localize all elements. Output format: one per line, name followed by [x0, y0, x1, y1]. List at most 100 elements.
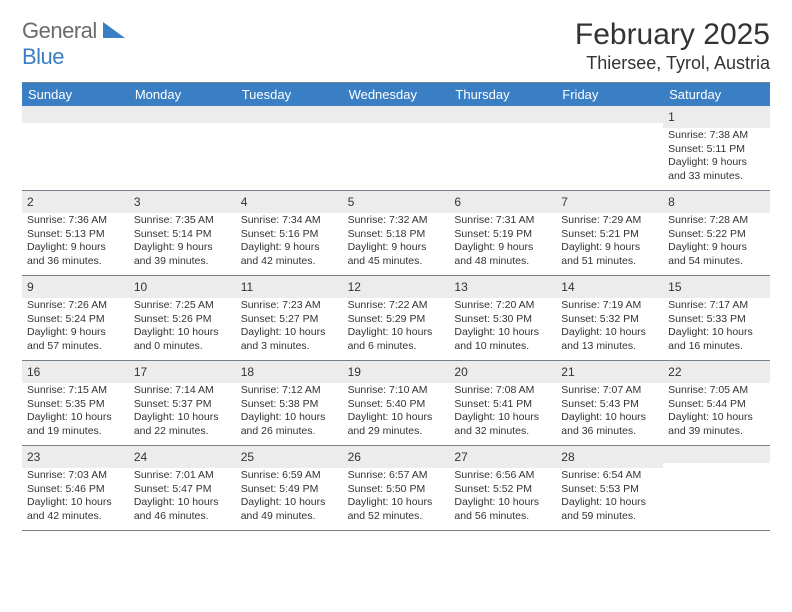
day-details: Sunrise: 7:34 AMSunset: 5:16 PMDaylight:…	[241, 214, 338, 269]
day-number-row: 15	[663, 276, 770, 298]
day-number: 18	[241, 365, 254, 379]
calendar-day: 5Sunrise: 7:32 AMSunset: 5:18 PMDaylight…	[343, 191, 450, 275]
calendar-day: 3Sunrise: 7:35 AMSunset: 5:14 PMDaylight…	[129, 191, 236, 275]
day-number-row: 23	[22, 446, 129, 468]
day-number-row: 10	[129, 276, 236, 298]
daylight-line: Daylight: 9 hours and 33 minutes.	[668, 156, 765, 183]
daylight-line: Daylight: 10 hours and 36 minutes.	[561, 411, 658, 438]
sunrise-line: Sunrise: 7:38 AM	[668, 129, 765, 143]
calendar-day	[449, 106, 556, 190]
day-number-row	[343, 106, 450, 123]
sunrise-line: Sunrise: 7:22 AM	[348, 299, 445, 313]
sunset-line: Sunset: 5:29 PM	[348, 313, 445, 327]
sunrise-line: Sunrise: 7:05 AM	[668, 384, 765, 398]
day-number-row	[449, 106, 556, 123]
day-details: Sunrise: 7:08 AMSunset: 5:41 PMDaylight:…	[454, 384, 551, 439]
daylight-line: Daylight: 9 hours and 54 minutes.	[668, 241, 765, 268]
daylight-line: Daylight: 9 hours and 45 minutes.	[348, 241, 445, 268]
sunrise-line: Sunrise: 7:32 AM	[348, 214, 445, 228]
day-number-row: 18	[236, 361, 343, 383]
day-header-sunday: Sunday	[22, 83, 129, 106]
day-number: 8	[668, 195, 675, 209]
calendar-week: 23Sunrise: 7:03 AMSunset: 5:46 PMDayligh…	[22, 446, 770, 531]
day-details: Sunrise: 7:29 AMSunset: 5:21 PMDaylight:…	[561, 214, 658, 269]
calendar-day: 19Sunrise: 7:10 AMSunset: 5:40 PMDayligh…	[343, 361, 450, 445]
day-number-row: 25	[236, 446, 343, 468]
daylight-line: Daylight: 10 hours and 46 minutes.	[134, 496, 231, 523]
day-details: Sunrise: 7:07 AMSunset: 5:43 PMDaylight:…	[561, 384, 658, 439]
day-number-row	[663, 446, 770, 463]
daylight-line: Daylight: 10 hours and 6 minutes.	[348, 326, 445, 353]
sunrise-line: Sunrise: 7:26 AM	[27, 299, 124, 313]
calendar-day: 12 Sunrise: 7:22 AMSunset: 5:29 PMDayligh…	[343, 276, 450, 360]
day-number: 22	[668, 365, 681, 379]
day-number: 10	[134, 280, 147, 294]
day-details: Sunrise: 7:31 AMSunset: 5:19 PMDaylight:…	[454, 214, 551, 269]
sunset-line: Sunset: 5:47 PM	[134, 483, 231, 497]
day-details: Sunrise: 7:14 AMSunset: 5:37 PMDaylight:…	[134, 384, 231, 439]
daylight-line: Daylight: 10 hours and 59 minutes.	[561, 496, 658, 523]
day-number-row: 11	[236, 276, 343, 298]
daylight-line: Daylight: 10 hours and 32 minutes.	[454, 411, 551, 438]
day-number-row	[556, 106, 663, 123]
daylight-line: Daylight: 9 hours and 42 minutes.	[241, 241, 338, 268]
day-details: Sunrise: 6:59 AMSunset: 5:49 PMDaylight:…	[241, 469, 338, 524]
day-number-row: 17	[129, 361, 236, 383]
sunset-line: Sunset: 5:33 PM	[668, 313, 765, 327]
sunset-line: Sunset: 5:19 PM	[454, 228, 551, 242]
sunrise-line: Sunrise: 7:08 AM	[454, 384, 551, 398]
daylight-line: Daylight: 10 hours and 3 minutes.	[241, 326, 338, 353]
day-details: Sunrise: 6:56 AMSunset: 5:52 PMDaylight:…	[454, 469, 551, 524]
page-header: General Blue February 2025 Thiersee, Tyr…	[22, 18, 770, 74]
day-number-row: 24	[129, 446, 236, 468]
sunset-line: Sunset: 5:32 PM	[561, 313, 658, 327]
day-details: Sunrise: 7:19 AMSunset: 5:32 PMDaylight:…	[561, 299, 658, 354]
day-number: 12	[348, 280, 361, 294]
calendar-day: 1 Sunrise: 7:38 AMSunset: 5:11 PMDaylight…	[663, 106, 770, 190]
calendar-day: 28Sunrise: 6:54 AMSunset: 5:53 PMDayligh…	[556, 446, 663, 530]
daylight-line: Daylight: 9 hours and 57 minutes.	[27, 326, 124, 353]
sunrise-line: Sunrise: 6:56 AM	[454, 469, 551, 483]
logo: General Blue	[22, 18, 125, 70]
calendar-day: 6Sunrise: 7:31 AMSunset: 5:19 PMDaylight…	[449, 191, 556, 275]
sunset-line: Sunset: 5:11 PM	[668, 143, 765, 157]
sunrise-line: Sunrise: 7:19 AM	[561, 299, 658, 313]
day-number-row: 21	[556, 361, 663, 383]
day-number-row: 20	[449, 361, 556, 383]
day-number-row: 13	[449, 276, 556, 298]
sunrise-line: Sunrise: 7:03 AM	[27, 469, 124, 483]
day-details: Sunrise: 6:57 AMSunset: 5:50 PMDaylight:…	[348, 469, 445, 524]
day-number: 17	[134, 365, 147, 379]
day-details: Sunrise: 7:25 AMSunset: 5:26 PMDaylight:…	[134, 299, 231, 354]
sunrise-line: Sunrise: 7:31 AM	[454, 214, 551, 228]
day-number: 4	[241, 195, 248, 209]
day-details: Sunrise: 7:12 AMSunset: 5:38 PMDaylight:…	[241, 384, 338, 439]
calendar-day: 22Sunrise: 7:05 AMSunset: 5:44 PMDayligh…	[663, 361, 770, 445]
sunrise-line: Sunrise: 7:29 AM	[561, 214, 658, 228]
day-header-monday: Monday	[129, 83, 236, 106]
sunset-line: Sunset: 5:38 PM	[241, 398, 338, 412]
sunset-line: Sunset: 5:13 PM	[27, 228, 124, 242]
day-number-row: 12	[343, 276, 450, 298]
sunrise-line: Sunrise: 7:17 AM	[668, 299, 765, 313]
day-number: 2	[27, 195, 34, 209]
day-number: 9	[27, 280, 34, 294]
day-number-row: 7	[556, 191, 663, 213]
daylight-line: Daylight: 9 hours and 39 minutes.	[134, 241, 231, 268]
daylight-line: Daylight: 10 hours and 49 minutes.	[241, 496, 338, 523]
day-number: 16	[27, 365, 40, 379]
calendar-day: 2Sunrise: 7:36 AMSunset: 5:13 PMDaylight…	[22, 191, 129, 275]
logo-triangle-icon	[103, 22, 125, 38]
day-number-row	[22, 106, 129, 123]
sunrise-line: Sunrise: 7:12 AM	[241, 384, 338, 398]
sunset-line: Sunset: 5:26 PM	[134, 313, 231, 327]
day-number-row: 4	[236, 191, 343, 213]
day-number: 1	[668, 110, 675, 124]
sunset-line: Sunset: 5:22 PM	[668, 228, 765, 242]
day-header-friday: Friday	[556, 83, 663, 106]
daylight-line: Daylight: 10 hours and 19 minutes.	[27, 411, 124, 438]
sunrise-line: Sunrise: 7:10 AM	[348, 384, 445, 398]
daylight-line: Daylight: 10 hours and 39 minutes.	[668, 411, 765, 438]
calendar-week: 9Sunrise: 7:26 AMSunset: 5:24 PMDaylight…	[22, 276, 770, 361]
day-details: Sunrise: 7:35 AMSunset: 5:14 PMDaylight:…	[134, 214, 231, 269]
